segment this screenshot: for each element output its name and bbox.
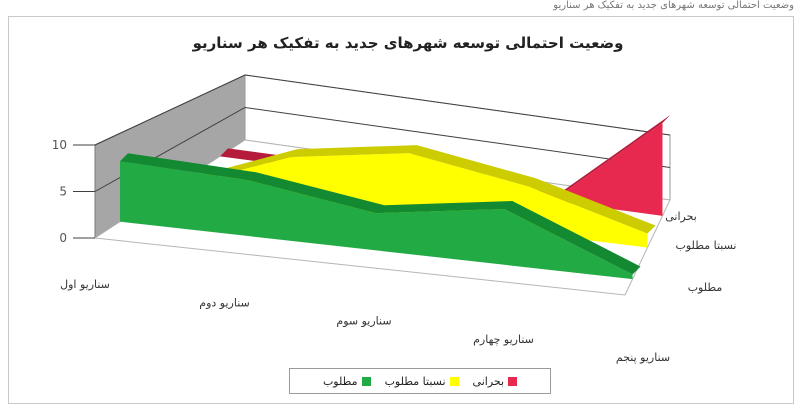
top-caption-strip: وضعیت احتمالی توسعه شهرهای جدید به تفکیک… (553, 0, 794, 11)
category-label: سناریو پنجم (616, 351, 670, 364)
category-label: سناریو اول (60, 278, 110, 291)
legend-item: بحرانی (473, 375, 518, 388)
y-tick-label: 0 (59, 231, 67, 245)
series-0 (120, 153, 641, 280)
series-top-edge (170, 145, 656, 234)
series-depth-label: بحرانی (665, 210, 697, 223)
category-label: سناریو چهارم (473, 333, 534, 346)
legend-swatch (508, 376, 518, 386)
chart-legend: مطلوب نسبتا مطلوب بحرانی (289, 368, 551, 394)
legend-label: نسبتا مطلوب (384, 374, 446, 388)
y-tick-label: 5 (59, 185, 67, 199)
legend-swatch (361, 376, 371, 386)
chart-title: وضعیت احتمالی توسعه شهرهای جدید به تفکیک… (192, 34, 624, 52)
legend-item: نسبتا مطلوب (385, 375, 459, 388)
category-label: سناریو دوم (199, 296, 249, 309)
category-label: سناریو سوم (336, 315, 391, 328)
series-top-edge (120, 153, 641, 275)
legend-swatch (449, 376, 459, 386)
series-depth-label: مطلوب (688, 281, 723, 294)
legend-label: بحرانی (472, 374, 505, 388)
series-depth-label: نسبتا مطلوب (676, 239, 737, 252)
y-tick-label: 10 (52, 138, 67, 152)
legend-label: مطلوب (322, 374, 358, 388)
series-area (120, 161, 633, 280)
gridline (94, 74, 671, 146)
series-area (220, 122, 663, 216)
legend-item: مطلوب (323, 375, 371, 388)
